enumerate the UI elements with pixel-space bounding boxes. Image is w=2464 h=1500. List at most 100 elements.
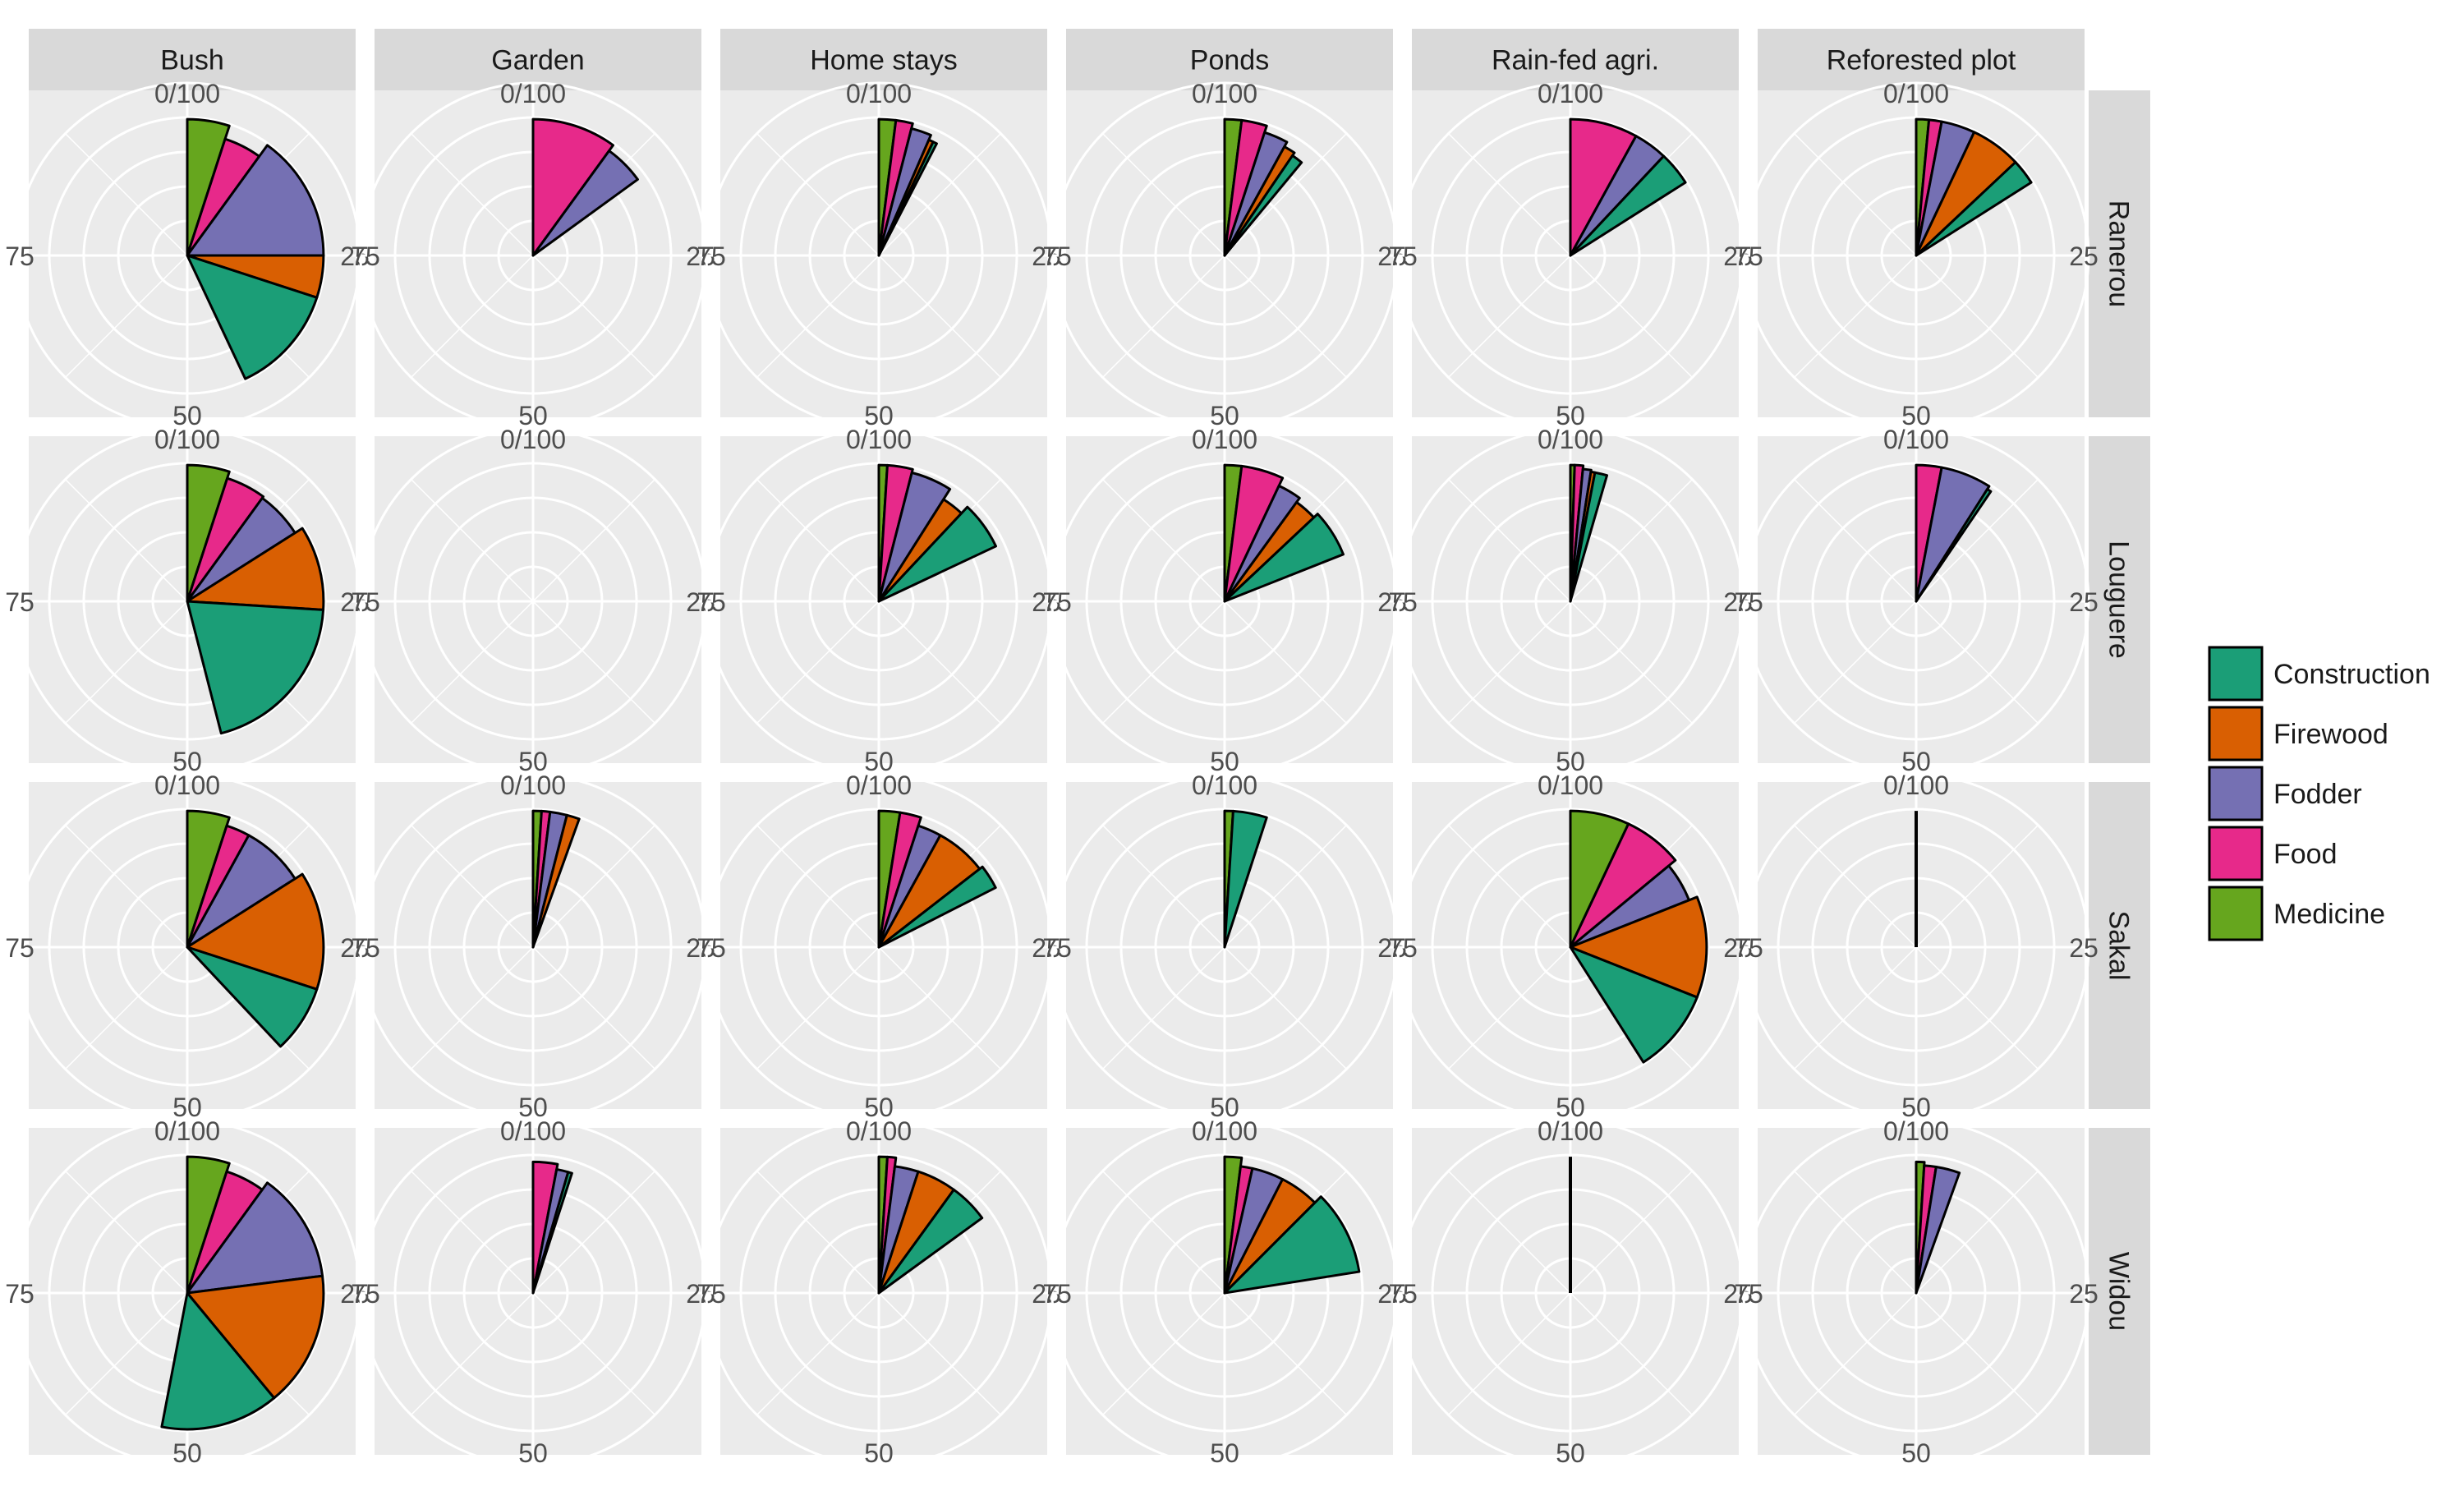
panel-ranerou-home-stays-grid-spoke-87-5	[756, 132, 880, 256]
strip-col-label-garden: Garden	[491, 45, 584, 76]
panel-louguere-garden-tick-label-75: 75	[351, 587, 380, 617]
legend-label-medicine: Medicine	[2273, 899, 2385, 930]
panel-ranerou-bush-wedge-fodder	[186, 144, 325, 257]
panel-widou-ponds-tick-label-75: 75	[1042, 1279, 1072, 1309]
panel-sakal-reforested-plot-grid-spoke-62-5	[1793, 946, 1917, 1070]
panel-ranerou-ponds-wedge-construction	[1223, 154, 1303, 257]
panel-louguere-reforested-plot-tick-label-25: 25	[2069, 587, 2099, 617]
panel-louguere-home-stays-grid-spoke-87-5	[756, 478, 880, 602]
panel-ranerou-reforested-plot-tick-label-0: 0/100	[1883, 79, 1949, 108]
panel-sakal-garden-grid-spoke-87-5	[410, 824, 534, 948]
panel-ranerou-reforested-plot-tick-label-25: 25	[2069, 242, 2099, 271]
panel-ranerou-ponds-tick-label-75: 75	[1042, 242, 1072, 271]
strip-col-rain-fed-agri	[1412, 29, 1739, 90]
strip-col-label-ponds: Ponds	[1190, 45, 1269, 76]
panel-widou-garden-wedge-construction	[531, 1171, 573, 1295]
legend-key-food	[2208, 826, 2264, 881]
panel-sakal-bush-grid-spoke-62-5	[64, 946, 188, 1070]
panel-ranerou-rain-fed-agri-tick-label-0: 0/100	[1538, 79, 1603, 108]
panel-louguere-reforested-plot-grid-spoke-87-5	[1793, 478, 1917, 602]
panel-ranerou-garden-tick-label-50: 50	[518, 401, 548, 430]
panel-widou-bush-wedge-construction	[160, 1291, 276, 1431]
panel-louguere-bush-tick-label-75: 75	[5, 587, 34, 617]
panel-louguere-bush-tick-label-50: 50	[172, 747, 202, 776]
panel-widou-bush-tick-label-0: 0/100	[154, 1116, 220, 1146]
panel-louguere-rain-fed-agri-tick-label-0: 0/100	[1538, 425, 1603, 454]
panel-sakal-reforested-plot-grid-spoke-37-5	[1915, 946, 2039, 1070]
panel-sakal-ponds-wedge-construction	[1223, 809, 1268, 949]
panel-widou-reforested-plot-grid-spoke-87-5	[1793, 1170, 1917, 1294]
panel-louguere-garden-grid-spoke-87-5	[410, 478, 534, 602]
strip-col-reforested-plot	[1758, 29, 2085, 90]
panel-widou-garden-grid-spoke-62-5	[410, 1292, 534, 1416]
panel-widou-home-stays-grid-spoke-62-5	[756, 1292, 880, 1416]
panel-widou-ponds-grid-spoke-62-5	[1101, 1292, 1225, 1416]
panel-sakal-rain-fed-agri-wedge-construction	[1569, 946, 1699, 1064]
panel-sakal-bush-wedge-construction	[186, 946, 319, 1048]
panel-widou-ponds-wedge-construction	[1223, 1195, 1361, 1295]
panel-widou-rain-fed-agri-grid-spoke-62-5	[1447, 1292, 1571, 1416]
panel-widou-reforested-plot-grid-spoke-62-5	[1793, 1292, 1917, 1416]
panel-louguere-ponds-tick-label-0: 0/100	[1192, 425, 1257, 454]
panel-ranerou-reforested-plot-grid-spoke-87-5	[1793, 132, 1917, 256]
panel-sakal-garden-tick-label-75: 75	[351, 933, 380, 963]
panel-ranerou-home-stays-grid-spoke-37-5	[878, 255, 1002, 379]
panel-ranerou-garden-grid-spoke-37-5	[532, 255, 656, 379]
panel-sakal-rain-fed-agri-grid-spoke-87-5	[1447, 824, 1571, 948]
panel-sakal-reforested-plot-tick-label-0: 0/100	[1883, 771, 1949, 800]
panel-louguere-rain-fed-agri-grid-spoke-87-5	[1447, 478, 1571, 602]
panel-ranerou-reforested-plot: 0/100 25 50 75	[1734, 79, 2099, 430]
panel-ranerou-rain-fed-agri-grid-spoke-37-5	[1570, 255, 1694, 379]
panel-louguere-garden-grid-spoke-37-5	[532, 600, 656, 725]
panel-ranerou-bush-grid-spoke-62-5	[64, 255, 188, 379]
panel-sakal-rain-fed-agri-grid-spoke-62-5	[1447, 946, 1571, 1070]
strip-col-label-bush: Bush	[160, 45, 224, 76]
panel-ranerou-home-stays-tick-label-0: 0/100	[846, 79, 912, 108]
panel-sakal-garden-grid-spoke-62-5	[410, 946, 534, 1070]
panel-louguere-reforested-plot-tick-label-50: 50	[1901, 747, 1931, 776]
panel-louguere-ponds-wedge-fodder	[1223, 484, 1301, 603]
panel-ranerou-garden-tick-label-0: 0/100	[500, 79, 566, 108]
panel-louguere-ponds-wedge-food	[1223, 464, 1285, 603]
panel-widou-rain-fed-agri-grid-spoke-37-5	[1570, 1292, 1694, 1416]
panel-ranerou-ponds-grid-spoke-62-5	[1101, 255, 1225, 379]
strip-row-label-sakal: Sakal	[2103, 910, 2135, 980]
panel-widou-ponds-tick-label-0: 0/100	[1192, 1116, 1257, 1146]
panel-sakal-ponds-tick-label-50: 50	[1210, 1093, 1239, 1122]
panel-louguere-home-stays-wedge-fodder	[877, 471, 952, 603]
panel-sakal-rain-fed-agri-tick-label-50: 50	[1556, 1093, 1585, 1122]
panel-ranerou-ponds-tick-label-50: 50	[1210, 401, 1239, 430]
panel-louguere-garden-grid-spoke-62-5	[410, 600, 534, 725]
panel-sakal-rain-fed-agri-tick-label-75: 75	[1388, 933, 1418, 963]
strip-row-label-ranerou: Ranerou	[2103, 200, 2135, 307]
panel-widou-bush-wedge-fodder	[186, 1181, 324, 1295]
legend-key-fodder	[2208, 766, 2264, 821]
panel-ranerou-bush-tick-label-75: 75	[5, 242, 34, 271]
panel-ranerou-bush-wedge-construction	[186, 254, 319, 380]
panel-sakal-ponds-grid-spoke-87-5	[1101, 824, 1225, 948]
strip-col-garden	[375, 29, 701, 90]
panel-widou-reforested-plot: 0/100 25 50 75	[1734, 1116, 2099, 1468]
panel-ranerou-garden-grid-spoke-87-5	[410, 132, 534, 256]
panel-ranerou-reforested-plot-wedge-construction	[1915, 160, 2033, 257]
panel-widou-ponds-grid-spoke-37-5	[1224, 1292, 1348, 1416]
panel-ranerou-reforested-plot-grid-spoke-62-5	[1793, 255, 1917, 379]
panel-ranerou-garden-wedge-food	[531, 117, 615, 257]
panel-ranerou-ponds-grid-spoke-87-5	[1101, 132, 1225, 256]
panel-sakal-ponds-tick-label-75: 75	[1042, 933, 1072, 963]
panel-widou-garden-grid-spoke-87-5	[410, 1170, 534, 1294]
legend-key-medicine	[2208, 886, 2264, 941]
panel-widou-home-stays-wedge-construction	[877, 1188, 984, 1295]
panel-sakal-rain-fed-agri-wedge-firewood	[1569, 895, 1708, 999]
panel-ranerou-home-stays-tick-label-50: 50	[864, 401, 894, 430]
strip-col-label-rain-fed-agri: Rain-fed agri.	[1492, 45, 1659, 76]
strip-col-label-home-stays: Home stays	[810, 45, 958, 76]
panel-sakal-bush-tick-label-0: 0/100	[154, 771, 220, 800]
